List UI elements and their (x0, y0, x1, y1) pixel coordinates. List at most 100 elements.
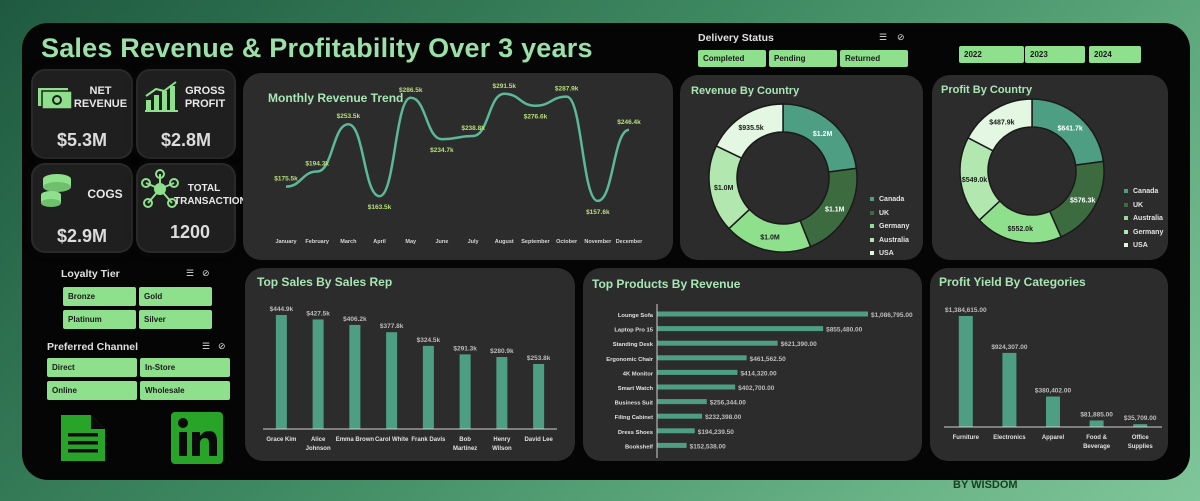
kpi-gross-profit: GROSS PROFIT $2.8M (138, 71, 234, 157)
loyalty-multi-select-icon[interactable]: ☰ (186, 268, 195, 278)
data-label: $163.5k (368, 204, 392, 211)
channel-instore-chip[interactable]: In-Store (140, 358, 230, 377)
bar-value-label: $402,700.00 (738, 385, 775, 392)
legend-swatch (1124, 229, 1128, 234)
slice-label: $549.0k (962, 177, 987, 184)
monthly-revenue-panel: Monthly Revenue Trend $175.5k January $194… (243, 73, 673, 260)
kpi-gross-profit-value: $2.8M (160, 130, 212, 150)
x-tick-label: Office (1132, 435, 1150, 441)
document-icon[interactable] (57, 413, 109, 463)
slice-label: $576.3k (1070, 197, 1095, 204)
bar (533, 363, 545, 429)
delivery-pending-chip[interactable]: Pending (769, 50, 837, 67)
kpi-gross-profit-label2: PROFIT (184, 98, 226, 110)
x-tick-label: Beverage (1083, 444, 1111, 450)
data-label: $157.6k (586, 209, 610, 216)
x-tick-label: July (468, 239, 480, 245)
loyalty-clear-filter-icon[interactable]: ⊘ (202, 268, 210, 278)
x-tick-label: Martinez (453, 446, 477, 452)
y-tick-label: Standing Desk (613, 342, 654, 348)
profit-by-country-title: Profit By Country (941, 84, 1033, 96)
year-2024-chip[interactable]: 2024 (1089, 46, 1141, 63)
bar-value-label: $380,402.00 (1035, 388, 1072, 395)
clear-filter-icon[interactable]: ⊘ (897, 32, 905, 42)
bar (657, 340, 778, 346)
data-label: $287.9k (555, 86, 579, 93)
channel-multi-select-icon[interactable]: ☰ (202, 341, 211, 351)
year-2023-chip[interactable]: 2023 (1025, 46, 1085, 63)
bar (459, 354, 471, 429)
legend-swatch (870, 210, 874, 215)
y-tick-label: Bookshelf (625, 444, 653, 450)
top-products-chart: Lounge Sofa $1,086,795.00 Laptop Pro 15 $85… (606, 304, 913, 459)
bar-value-label: $291.3k (453, 345, 477, 352)
channel-direct-chip[interactable]: Direct (47, 358, 137, 377)
slice-usa (967, 98, 1033, 152)
x-tick-label: Furniture (953, 435, 980, 441)
loyalty-bronze-chip[interactable]: Bronze (63, 287, 136, 306)
bar (1133, 424, 1148, 427)
bar (657, 428, 695, 434)
bar (312, 319, 324, 429)
bar (657, 369, 738, 375)
channel-wholesale-chip[interactable]: Wholesale (140, 381, 230, 400)
channel-online-chip[interactable]: Online (47, 381, 137, 400)
loyalty-platinum-chip[interactable]: Platinum (63, 310, 136, 329)
slice-label: $935.5k (738, 125, 763, 132)
bar-value-label: $232,398.00 (705, 414, 742, 421)
bar (1046, 396, 1060, 427)
legend-swatch (1124, 189, 1128, 194)
kpi-net-revenue-label1: NET (89, 85, 112, 97)
bar-value-label: $855,480.00 (826, 327, 863, 334)
slice-usa (715, 103, 784, 160)
profit-by-country-chart: $641.7k $576.3k $552.0k $549.0k $487.9k (959, 98, 1105, 244)
kpi-net-revenue-label2: REVENUE (73, 98, 128, 110)
loyalty-silver-chip[interactable]: Silver (139, 310, 212, 329)
data-label: $234.7k (430, 147, 454, 154)
slice-label: $1.1M (825, 206, 845, 213)
multi-select-icon[interactable]: ☰ (879, 32, 888, 42)
top-sales-rep-title: Top Sales By Sales Rep (257, 275, 393, 289)
linkedin-icon[interactable] (171, 412, 223, 464)
x-tick-label: Apparel (1042, 435, 1065, 441)
bar-value-label: $444.9k (270, 306, 294, 313)
bar-value-label: $461,562.50 (750, 356, 787, 363)
legend-swatch (870, 237, 874, 242)
y-tick-label: Ergonomic Chair (606, 357, 653, 363)
bar (657, 399, 707, 405)
legend-label: Germany (879, 223, 910, 230)
y-tick-label: Smart Watch (618, 386, 654, 392)
kpi-total-transactions: TOTAL TRANSACTIONS 1200 (138, 165, 254, 251)
loyalty-gold-chip[interactable]: Gold (139, 287, 212, 306)
preferred-channel-title: Preferred Channel (47, 341, 139, 353)
kpi-total-transactions-label2: TRANSACTIONS (174, 196, 254, 207)
data-label: $246.4k (617, 119, 641, 126)
bar (496, 357, 508, 429)
year-2022-chip[interactable]: 2022 (959, 46, 1024, 63)
bar (657, 311, 868, 317)
delivery-completed-chip[interactable]: Completed (698, 50, 766, 67)
network-icon (141, 169, 179, 208)
legend-swatch (870, 251, 874, 256)
x-tick-label: May (405, 239, 417, 245)
channel-clear-filter-icon[interactable]: ⊘ (218, 341, 226, 351)
kpi-gross-profit-label1: GROSS (185, 85, 225, 97)
legend-label: Canada (1133, 188, 1159, 195)
bar-value-label: $81,885.00 (1080, 411, 1113, 418)
monthly-revenue-title: Monthly Revenue Trend (268, 91, 404, 105)
bar-value-label: $377.8k (380, 323, 404, 330)
legend-swatch (1124, 243, 1128, 248)
delivery-returned-chip[interactable]: Returned (840, 50, 908, 67)
profit-yield-panel: Profit Yield By Categories $1,384,615.00… (930, 268, 1168, 461)
x-tick-label: Grace Kim (266, 437, 296, 443)
kpi-cogs-label: COGS (87, 187, 123, 201)
top-sales-rep-panel: Top Sales By Sales Rep $444.9k Grace Kim $… (245, 268, 575, 461)
y-tick-label: 4K Monitor (623, 371, 654, 377)
legend-label: USA (879, 250, 894, 257)
bar-value-label: $194,239.50 (698, 429, 735, 436)
kpi-total-transactions-value: 1200 (169, 222, 211, 242)
legend-label: Canada (879, 196, 905, 203)
top-products-panel: Top Products By Revenue Lounge Sofa $1,08… (583, 268, 922, 461)
legend-item: Canada (1124, 185, 1163, 199)
x-tick-label: June (435, 239, 448, 245)
